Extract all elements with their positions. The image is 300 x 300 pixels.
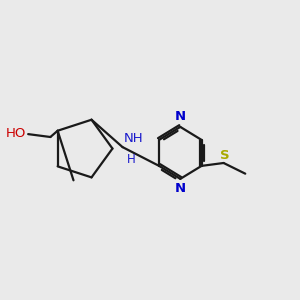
Text: NH: NH (124, 132, 144, 145)
Text: S: S (220, 149, 229, 162)
Text: N: N (175, 182, 186, 195)
Text: N: N (175, 110, 186, 123)
Text: H: H (127, 154, 135, 166)
Text: HO: HO (5, 127, 26, 140)
